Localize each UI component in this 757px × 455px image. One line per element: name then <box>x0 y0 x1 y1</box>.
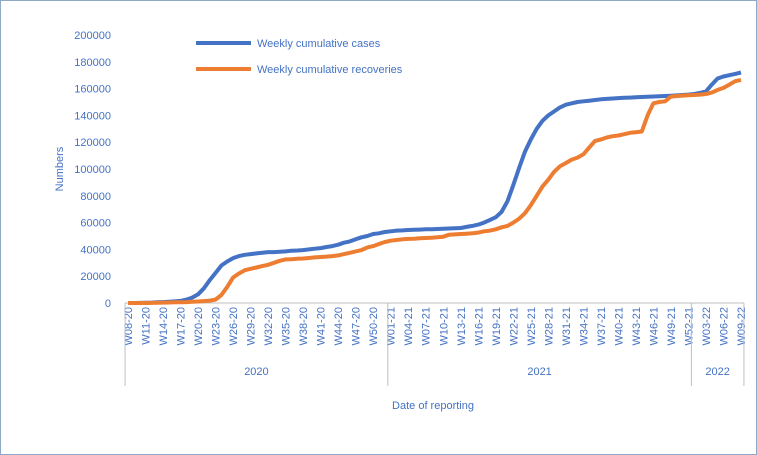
y-tick-label: 100000 <box>74 164 111 176</box>
x-tick-label: W49-21 <box>666 307 678 346</box>
series-line <box>128 77 742 305</box>
y-axis-title: Numbers <box>54 146 66 191</box>
x-tick-label: W38-20 <box>298 307 310 346</box>
y-tick-label: 60000 <box>80 218 111 230</box>
x-tick-label: W22-21 <box>508 307 520 346</box>
x-tick-label: W06-22 <box>718 307 730 346</box>
y-tick-label: 140000 <box>74 110 111 122</box>
x-tick-label: W26-20 <box>228 307 240 346</box>
x-tick-label: W37-21 <box>596 307 608 346</box>
y-tick-label: 200000 <box>74 30 111 42</box>
x-tick-label: W17-20 <box>176 307 188 346</box>
legend-label: Weekly cumulative recoveries <box>257 64 403 76</box>
group-label: 2020 <box>244 366 268 378</box>
x-tick-label: W09-22 <box>736 307 748 346</box>
x-tick-label: W52-21 <box>683 307 695 346</box>
x-tick-label: W31-21 <box>561 307 573 346</box>
x-tick-label: W43-21 <box>631 307 643 346</box>
y-tick-label: 80000 <box>80 191 111 203</box>
x-tick-label: W44-20 <box>333 307 345 346</box>
x-tick-label: W28-21 <box>543 307 555 346</box>
group-label: 2022 <box>705 366 729 378</box>
x-tick-label: W34-21 <box>578 307 590 346</box>
x-tick-label: W40-21 <box>613 307 625 346</box>
x-tick-label: W11-20 <box>141 307 153 345</box>
legend-label: Weekly cumulative cases <box>257 38 381 50</box>
x-tick-label: W19-21 <box>491 307 503 346</box>
y-tick-label: 120000 <box>74 137 111 149</box>
x-tick-label: W29-20 <box>246 307 258 346</box>
group-label: 2021 <box>527 366 551 378</box>
x-tick-label: W13-21 <box>456 307 468 346</box>
x-tick-label: W23-20 <box>211 307 223 346</box>
x-tick-label: W41-20 <box>316 307 328 346</box>
x-tick-label: W14-20 <box>158 307 170 346</box>
x-tick-label: W07-21 <box>421 307 433 346</box>
y-tick-label: 40000 <box>80 244 111 256</box>
x-tick-label: W25-21 <box>526 307 538 346</box>
x-tick-label: W01-21 <box>386 307 398 346</box>
y-tick-label: 180000 <box>74 57 111 69</box>
x-tick-label: W50-20 <box>368 307 380 346</box>
x-tick-label: W32-20 <box>263 307 275 346</box>
x-tick-label: W16-21 <box>473 307 485 346</box>
x-tick-label: W03-22 <box>701 307 713 346</box>
x-tick-label: W10-21 <box>438 307 450 346</box>
y-tick-label: 0 <box>105 298 111 310</box>
y-tick-label: 160000 <box>74 84 111 96</box>
x-axis-title: Date of reporting <box>392 400 474 412</box>
x-tick-label: W46-21 <box>648 307 660 346</box>
x-tick-label: W04-21 <box>403 307 415 346</box>
x-tick-label: W47-20 <box>351 307 363 346</box>
x-tick-label: W08-20 <box>123 307 135 346</box>
y-tick-label: 20000 <box>80 271 111 283</box>
x-tick-label: W20-20 <box>193 307 205 346</box>
series-line <box>128 70 742 305</box>
x-tick-label: W35-20 <box>281 307 293 346</box>
